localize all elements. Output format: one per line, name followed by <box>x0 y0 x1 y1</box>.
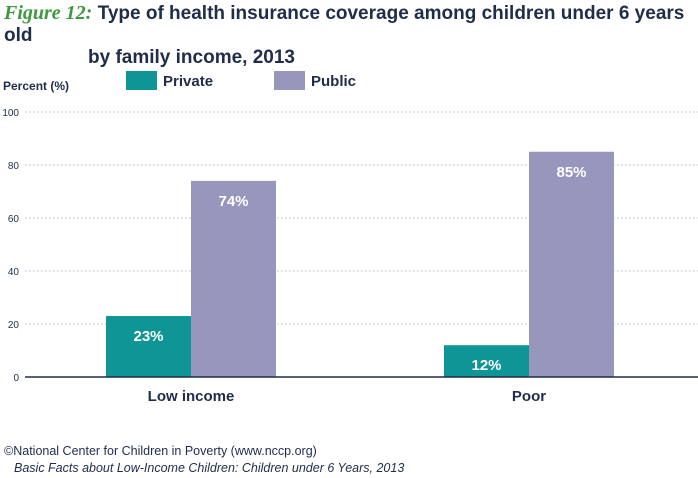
y-tick-label: 60 <box>8 214 20 225</box>
legend: Private Public <box>126 71 356 90</box>
y-tick-label: 80 <box>8 161 20 172</box>
source-line-2: Basic Facts about Low-Income Children: C… <box>14 461 405 475</box>
bars <box>106 151 614 377</box>
y-tick-labels: 0 20 40 60 80 100 <box>2 108 19 384</box>
title-line-2: by family income, 2013 <box>88 47 295 68</box>
x-tick-label: Low income <box>148 388 235 405</box>
bar-label: 23% <box>133 328 163 345</box>
y-tick-label: 100 <box>2 108 19 119</box>
title-line-1: Type of health insurance coverage among … <box>4 3 685 46</box>
y-tick-label: 20 <box>8 320 20 331</box>
bar-labels: 23% 74% 12% 85% <box>133 164 586 374</box>
chart-title: Figure 12: Type of health insurance cove… <box>4 2 694 69</box>
bar-chart: Percent (%) Private Public 0 20 40 60 80 100 2… <box>2 71 698 405</box>
legend-label-public: Public <box>311 73 356 90</box>
bar-public-1 <box>529 151 614 377</box>
legend-swatch-private <box>126 71 157 90</box>
source-line-1: ©National Center for Children in Poverty… <box>4 444 317 458</box>
y-tick-label: 0 <box>13 373 19 384</box>
source-note: ©National Center for Children in Poverty… <box>4 443 404 477</box>
bar-private-0 <box>106 316 191 377</box>
bar-label: 12% <box>471 357 501 374</box>
bar-label: 85% <box>556 164 586 181</box>
x-tick-labels: Low income Poor <box>148 388 547 405</box>
x-tick-label: Poor <box>512 388 546 405</box>
y-axis-label: Percent (%) <box>3 79 69 93</box>
bar-public-0 <box>191 180 276 377</box>
legend-label-private: Private <box>163 73 213 90</box>
y-tick-label: 40 <box>8 267 20 278</box>
legend-swatch-public <box>274 71 305 90</box>
figure-label: Figure 12: <box>4 2 93 24</box>
bar-label: 74% <box>218 193 248 210</box>
bar-private-1 <box>444 345 529 377</box>
